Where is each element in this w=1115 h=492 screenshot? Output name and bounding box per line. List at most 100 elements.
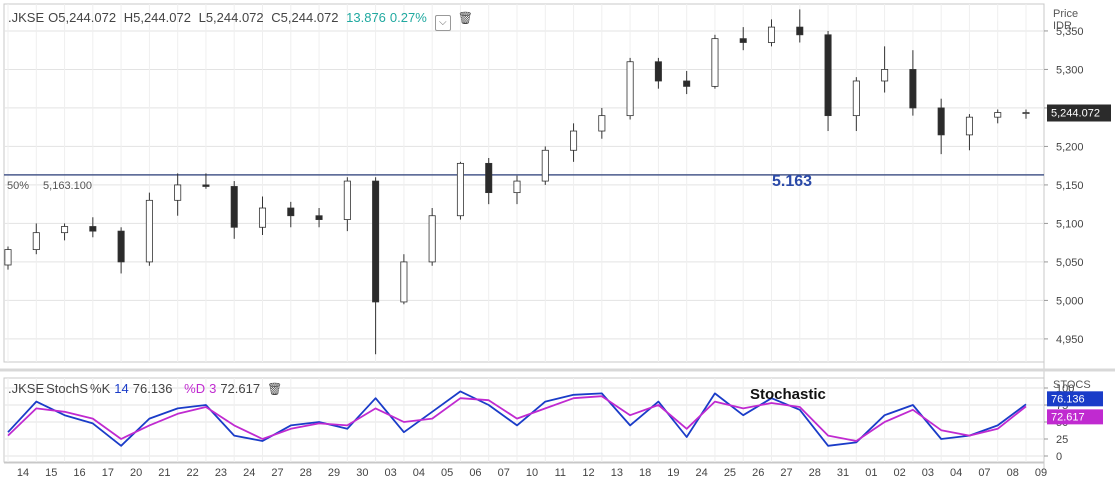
stoch-tick-label: 0 (1056, 451, 1062, 463)
candle-body (230, 186, 238, 228)
trash-icon[interactable]: 🗑 (267, 382, 283, 396)
x-tick-label: 25 (724, 467, 736, 479)
candle-body (994, 112, 1002, 118)
candle-body (654, 61, 662, 82)
candle (739, 27, 747, 51)
candle (598, 107, 606, 139)
price-axis-title-line2: IDR (1053, 20, 1072, 32)
candle-body (965, 116, 973, 136)
x-tick-label: 19 (667, 467, 679, 479)
candle-body (570, 130, 578, 151)
candle (626, 57, 634, 120)
candle-body (4, 249, 12, 266)
x-tick-label: 27 (780, 467, 792, 479)
high-value: 5,244.072 (133, 10, 191, 25)
candle-body (372, 180, 380, 303)
x-tick-label: 13 (611, 467, 623, 479)
candle-body (428, 215, 436, 263)
price-tick-label: 4,950 (1056, 334, 1084, 346)
x-tick-label: 06 (469, 467, 481, 479)
candle (852, 77, 860, 132)
d-label: %D (184, 381, 206, 396)
candle (89, 217, 97, 238)
candle (541, 146, 549, 185)
x-tick-label: 28 (300, 467, 312, 479)
candle-body (485, 162, 493, 194)
candle (343, 177, 351, 232)
x-tick-label: 04 (950, 467, 962, 479)
price-tick-label: 5,300 (1056, 64, 1084, 76)
price-tick-label: 5,000 (1056, 295, 1084, 307)
candle (1022, 109, 1030, 119)
x-tick-label: 18 (639, 467, 651, 479)
open-label: O (48, 10, 59, 25)
k-badge (1047, 391, 1103, 407)
x-tick-label: 12 (582, 467, 594, 479)
candle-body (683, 80, 691, 87)
x-tick-label: 07 (978, 467, 990, 479)
x-tick-label: 20 (130, 467, 142, 479)
candle-body (117, 230, 125, 263)
candle (428, 208, 436, 266)
candle (230, 181, 238, 239)
chevron-down-icon[interactable]: ⌵ (434, 15, 451, 31)
candle (4, 246, 12, 270)
candle-body (258, 207, 267, 228)
low-value: 5,244.072 (205, 10, 264, 25)
x-tick-label: 27 (271, 467, 283, 479)
candle (711, 34, 719, 89)
candle (174, 173, 182, 216)
x-tick-label: 10 (526, 467, 538, 479)
candle-body (711, 38, 719, 87)
x-tick-label: 15 (45, 467, 57, 479)
high-label: H (123, 10, 134, 25)
price-tick-label: 5,150 (1056, 180, 1084, 192)
x-tick-label: 22 (187, 467, 199, 479)
candle (145, 192, 153, 266)
candle-body (513, 180, 521, 194)
candle-body (145, 199, 153, 263)
candle-body (881, 69, 889, 82)
stoch-symbol: .JKSE (8, 381, 45, 396)
x-tick-label: 14 (17, 467, 29, 479)
d-value: 72.617 (220, 381, 261, 396)
x-tick-label: 30 (356, 467, 368, 479)
candle (994, 109, 1002, 124)
candle-body (852, 80, 860, 117)
k-badge-text: 76.136 (1051, 393, 1085, 405)
k-label: %K (90, 381, 111, 396)
x-tick-label: 28 (809, 467, 821, 479)
candle-body (937, 107, 945, 136)
candle-body (32, 232, 40, 250)
candle (683, 70, 691, 95)
candle (485, 157, 493, 205)
candle (824, 30, 832, 132)
trash-icon[interactable]: 🗑 (457, 11, 474, 25)
candle (61, 223, 69, 241)
close-value: 5,244.072 (280, 10, 339, 25)
x-tick-label: 03 (922, 467, 934, 479)
candle (32, 223, 40, 255)
fib-level-label: 50% 5,163.100 (7, 180, 96, 192)
candle (937, 98, 945, 155)
x-tick-label: 17 (102, 467, 114, 479)
d-period: 3 (209, 381, 217, 396)
candle-body (909, 69, 917, 109)
stoch-tick-label: 25 (1056, 434, 1068, 446)
stochastic-annotation: Stochastic (750, 386, 826, 403)
candle-body (174, 184, 182, 201)
candle-body (598, 115, 606, 132)
fib-percent: 50% (7, 180, 30, 192)
x-tick-label: 11 (555, 467, 566, 479)
price-axis-title: Price IDR (1053, 8, 1078, 32)
symbol-label: .JKSE (8, 10, 45, 25)
x-tick-label: 31 (837, 467, 849, 479)
candle (965, 114, 973, 151)
candle (570, 123, 578, 162)
candle-body (61, 226, 69, 234)
candle-body (796, 26, 804, 36)
stoch-legend: .JKSE StochS %K 14 76.136 %D 3 72.617 🗑 (8, 381, 286, 396)
price-pane-frame (3, 3, 1045, 363)
x-tick-label: 21 (158, 467, 170, 479)
